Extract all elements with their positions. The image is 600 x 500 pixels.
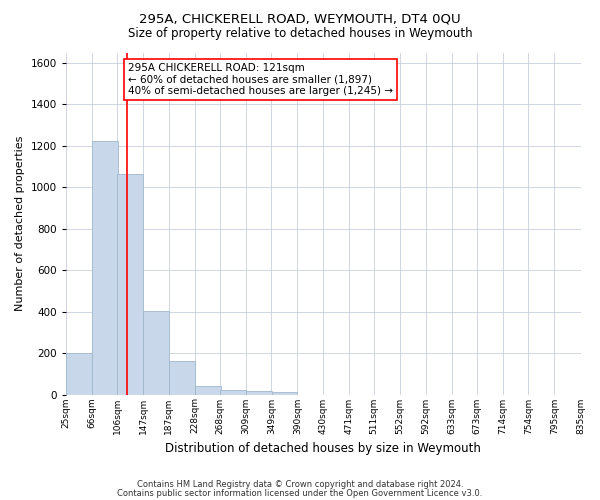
X-axis label: Distribution of detached houses by size in Weymouth: Distribution of detached houses by size …: [165, 442, 481, 455]
Text: 295A, CHICKERELL ROAD, WEYMOUTH, DT4 0QU: 295A, CHICKERELL ROAD, WEYMOUTH, DT4 0QU: [139, 12, 461, 26]
Bar: [66, 353, 92, 395]
Bar: [195, 386, 221, 394]
Text: Size of property relative to detached houses in Weymouth: Size of property relative to detached ho…: [128, 28, 472, 40]
Bar: [169, 362, 194, 394]
Bar: [92, 140, 118, 394]
Y-axis label: Number of detached properties: Number of detached properties: [15, 136, 25, 311]
Text: Contains public sector information licensed under the Open Government Licence v3: Contains public sector information licen…: [118, 489, 482, 498]
Bar: [143, 310, 169, 394]
Text: Contains HM Land Registry data © Crown copyright and database right 2024.: Contains HM Land Registry data © Crown c…: [137, 480, 463, 489]
Bar: [118, 174, 143, 394]
Bar: [272, 392, 298, 394]
Bar: [220, 390, 246, 394]
Text: 295A CHICKERELL ROAD: 121sqm
← 60% of detached houses are smaller (1,897)
40% of: 295A CHICKERELL ROAD: 121sqm ← 60% of de…: [128, 63, 393, 96]
Bar: [246, 392, 272, 394]
